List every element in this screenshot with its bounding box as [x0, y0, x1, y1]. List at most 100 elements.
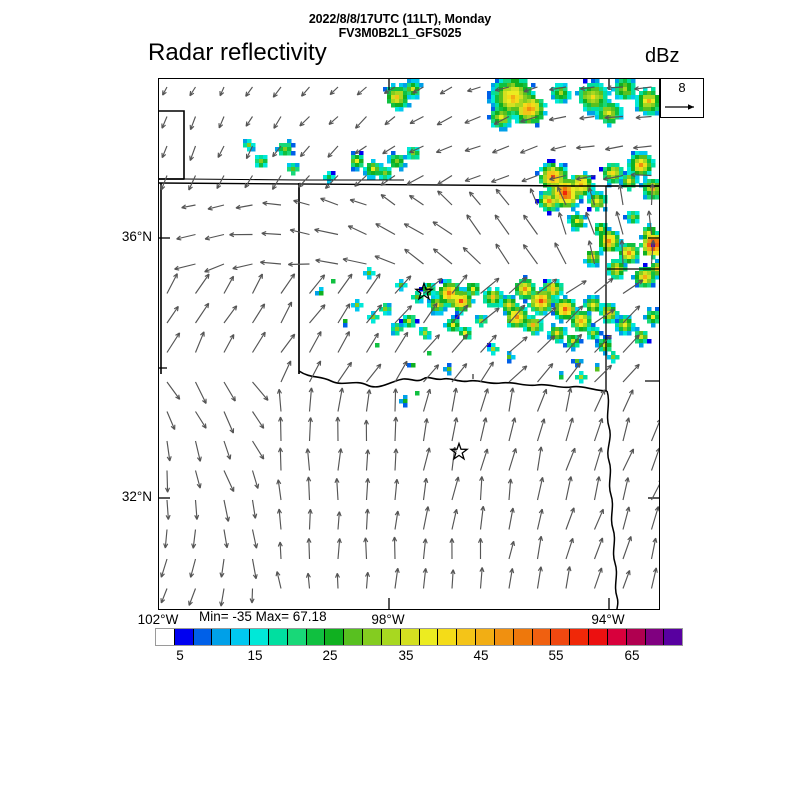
radar-echo-cell [511, 87, 516, 92]
radar-echo-cell [631, 83, 636, 88]
radar-echo-cell [519, 91, 524, 96]
radar-echo-cell [635, 255, 640, 260]
radar-echo-cell [595, 223, 600, 228]
wind-vector [204, 263, 225, 273]
wind-vector [337, 273, 353, 294]
radar-echo-cell [615, 103, 620, 108]
radar-echo-cell [643, 279, 648, 284]
colorbar-swatch-4 [231, 629, 251, 645]
wind-vector [451, 274, 468, 294]
radar-echo-cell [567, 215, 572, 220]
radar-echo-cell [591, 99, 596, 104]
radar-echo-cell [591, 263, 596, 268]
radar-echo-cell [579, 95, 584, 100]
radar-echo-cell [427, 351, 432, 356]
radar-echo-cell [407, 315, 412, 320]
radar-echo-cell [631, 175, 636, 180]
radar-echo-cell [411, 95, 416, 100]
radar-echo-cell [583, 171, 588, 176]
wind-vector [384, 116, 396, 126]
radar-echo-cell [627, 187, 632, 192]
radar-echo-cell [599, 95, 604, 100]
radar-echo-cell [583, 79, 588, 84]
radar-echo-cell [603, 167, 608, 172]
radar-echo-cell [599, 303, 604, 308]
radar-echo-cell [639, 91, 644, 96]
radar-echo-cell [523, 79, 528, 84]
wind-vector [223, 275, 235, 294]
radar-echo-cell [403, 395, 408, 400]
radar-echo-cell [495, 91, 500, 96]
radar-echo-cell [483, 319, 488, 324]
colorbar-swatch-8 [306, 629, 326, 645]
radar-echo-cell [471, 299, 476, 304]
radar-echo-cell [571, 195, 576, 200]
radar-echo-cell [523, 287, 528, 292]
radar-echo-cell [623, 83, 628, 88]
radar-echo-cell [635, 215, 640, 220]
radar-echo-cell [423, 327, 428, 332]
radar-echo-cell [503, 119, 508, 124]
radar-echo-cell [643, 339, 648, 344]
radar-echo-cell [543, 283, 548, 288]
radar-echo-cell [591, 83, 596, 88]
radar-echo-cell [571, 227, 576, 232]
wind-vector [337, 361, 353, 383]
radar-echo-cell [499, 123, 504, 128]
radar-echo-cell [607, 171, 612, 176]
wind-vector [324, 175, 339, 190]
radar-echo-cell [539, 323, 544, 328]
radar-echo-cell [443, 287, 448, 292]
radar-echo-cell [591, 175, 596, 180]
radar-echo-cell [519, 79, 524, 84]
map-layers [159, 79, 659, 609]
wind-vector [251, 273, 263, 294]
map-canvas[interactable] [158, 78, 660, 610]
radar-echo-cell [503, 307, 508, 312]
radar-echo-cell [635, 275, 640, 280]
colorbar-swatch-9 [325, 629, 345, 645]
radar-echo-cell [635, 211, 640, 216]
radar-echo-cell [519, 95, 524, 100]
radar-echo-cell [523, 307, 528, 312]
wind-vector [593, 508, 604, 530]
radar-echo-cell [367, 163, 372, 168]
radar-echo-cell [583, 215, 588, 220]
radar-echo-cell [607, 183, 612, 188]
radar-echo-cell [447, 291, 452, 296]
radar-echo-cell [611, 263, 616, 268]
radar-echo-cell [651, 263, 656, 268]
colorbar[interactable] [155, 628, 683, 646]
wind-vector [594, 364, 613, 383]
radar-echo-cell [587, 183, 592, 188]
radar-echo-cell [587, 99, 592, 104]
wind-vector [451, 333, 469, 353]
radar-echo-cell [535, 99, 540, 104]
radar-echo-cell [539, 107, 544, 112]
radar-echo-cell [387, 171, 392, 176]
wind-vector [305, 572, 311, 589]
radar-echo-cell [655, 107, 659, 112]
radar-echo-cell [647, 247, 652, 252]
radar-echo-cell [515, 287, 520, 292]
radar-echo-cell [507, 315, 512, 320]
colorbar-swatch-22 [570, 629, 590, 645]
radar-echo-cell [291, 143, 296, 148]
radar-echo-cell [535, 327, 540, 332]
radar-echo-cell [611, 247, 616, 252]
wind-vector [329, 86, 339, 96]
colorbar-swatch-1 [174, 629, 194, 645]
radar-echo-cell [523, 323, 528, 328]
radar-echo-cell [547, 335, 552, 340]
radar-echo-cell [643, 151, 648, 156]
radar-echo-cell [515, 319, 520, 324]
wind-vector [565, 447, 576, 471]
colorbar-swatch-24 [607, 629, 627, 645]
radar-echo-cell [583, 299, 588, 304]
radar-echo-cell [583, 95, 588, 100]
wind-vector [394, 360, 408, 383]
radar-echo-cell [411, 147, 416, 152]
title-block: 2022/8/8/17UTC (11LT), Monday FV3M0B2L1_… [0, 12, 800, 40]
radar-echo-cell [551, 323, 556, 328]
radar-echo-cell [527, 95, 532, 100]
